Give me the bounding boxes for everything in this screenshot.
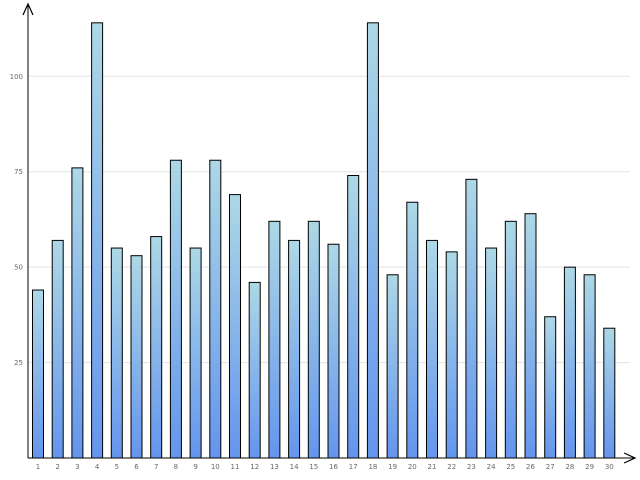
bar-8 — [169, 159, 182, 459]
x-tick-label: 23 — [467, 463, 476, 471]
bar-19 — [386, 274, 399, 459]
x-tick-label: 11 — [231, 463, 240, 471]
bar-24 — [485, 247, 498, 459]
bar-13 — [268, 220, 281, 459]
bars — [32, 22, 616, 459]
bar-28 — [563, 266, 576, 459]
bar-29 — [583, 274, 596, 459]
x-tick-label: 12 — [250, 463, 259, 471]
bar-9 — [189, 247, 202, 459]
bar-5 — [110, 247, 123, 459]
bar-27 — [544, 316, 557, 459]
x-axis-arrow — [623, 452, 637, 464]
bar-26 — [524, 213, 537, 459]
x-tick-label: 24 — [487, 463, 496, 471]
x-tick-label: 10 — [211, 463, 220, 471]
bar-18 — [366, 22, 379, 459]
x-tick-label: 1 — [36, 463, 40, 471]
x-tick-labels: 1 2 3 4 5 6 7 8 9 10 11 12 13 14 15 16 17 18 19 20 21 22 23 24 2… — [36, 463, 614, 471]
bar-30 — [603, 327, 616, 459]
bar-6 — [130, 255, 143, 459]
x-tick-label: 5 — [115, 463, 119, 471]
bar-25 — [504, 220, 517, 459]
x-tick-label: 25 — [506, 463, 515, 471]
bar-14 — [288, 239, 301, 459]
bar-15 — [307, 220, 320, 459]
x-tick-label: 28 — [565, 463, 574, 471]
y-tick-label: 50 — [14, 264, 23, 272]
x-tick-label: 8 — [174, 463, 178, 471]
bar-3 — [71, 167, 84, 459]
bar-16 — [327, 243, 340, 459]
x-tick-label: 14 — [290, 463, 299, 471]
bar-2 — [51, 239, 64, 459]
x-tick-label: 22 — [447, 463, 456, 471]
x-tick-label: 17 — [349, 463, 358, 471]
x-tick-label: 13 — [270, 463, 279, 471]
bar-12 — [248, 281, 261, 459]
y-axis-arrow — [22, 2, 34, 16]
x-tick-label: 7 — [154, 463, 158, 471]
x-tick-label: 16 — [329, 463, 338, 471]
bar-11 — [229, 194, 241, 459]
x-tick-label: 2 — [55, 463, 59, 471]
bar-10 — [209, 159, 222, 459]
bar-7 — [150, 236, 163, 459]
x-tick-label: 6 — [134, 463, 139, 471]
x-tick-label: 21 — [428, 463, 437, 471]
bar-17 — [347, 175, 360, 459]
x-tick-label: 4 — [95, 463, 100, 471]
x-tick-label: 30 — [605, 463, 614, 471]
bar-20 — [406, 201, 419, 459]
x-tick-label: 20 — [408, 463, 417, 471]
bar-22 — [445, 251, 458, 459]
bar-21 — [426, 239, 438, 459]
y-tick-label: 25 — [14, 359, 23, 367]
x-tick-label: 3 — [75, 463, 79, 471]
x-tick-label: 15 — [309, 463, 318, 471]
bar-1 — [32, 289, 44, 459]
x-tick-label: 9 — [193, 463, 197, 471]
bar-23 — [465, 178, 478, 459]
x-tick-label: 29 — [585, 463, 594, 471]
x-tick-label: 26 — [526, 463, 535, 471]
x-tick-label: 19 — [388, 463, 397, 471]
x-tick-label: 27 — [546, 463, 555, 471]
axes — [22, 2, 637, 464]
x-tick-label: 18 — [368, 463, 377, 471]
bar-4 — [91, 22, 104, 459]
y-tick-labels: 25 50 75 100 — [10, 73, 23, 367]
y-tick-label: 75 — [14, 168, 23, 176]
y-tick-label: 100 — [10, 73, 23, 81]
